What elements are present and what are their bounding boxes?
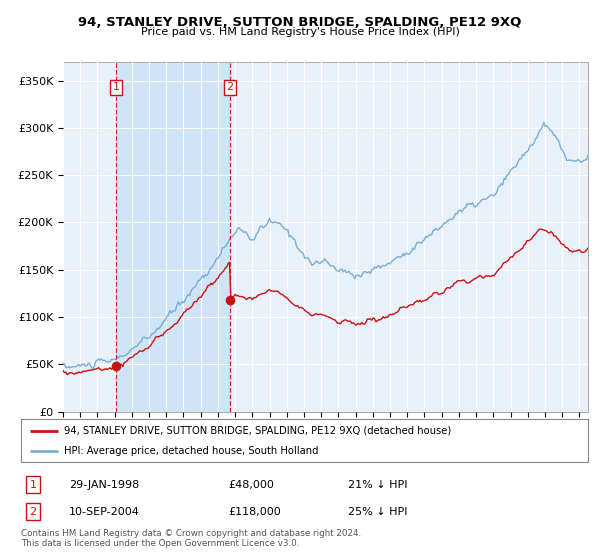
Text: 10-SEP-2004: 10-SEP-2004 xyxy=(69,507,140,516)
Text: Contains HM Land Registry data © Crown copyright and database right 2024.: Contains HM Land Registry data © Crown c… xyxy=(21,529,361,538)
Text: 94, STANLEY DRIVE, SUTTON BRIDGE, SPALDING, PE12 9XQ (detached house): 94, STANLEY DRIVE, SUTTON BRIDGE, SPALDI… xyxy=(64,426,451,436)
Text: This data is licensed under the Open Government Licence v3.0.: This data is licensed under the Open Gov… xyxy=(21,539,299,548)
Text: £48,000: £48,000 xyxy=(228,480,274,489)
Text: HPI: Average price, detached house, South Holland: HPI: Average price, detached house, Sout… xyxy=(64,446,318,455)
Text: 94, STANLEY DRIVE, SUTTON BRIDGE, SPALDING, PE12 9XQ: 94, STANLEY DRIVE, SUTTON BRIDGE, SPALDI… xyxy=(79,16,521,29)
Text: 25% ↓ HPI: 25% ↓ HPI xyxy=(348,507,407,516)
Text: 2: 2 xyxy=(227,82,234,92)
Text: £118,000: £118,000 xyxy=(228,507,281,516)
Bar xyxy=(116,62,230,412)
Text: 1: 1 xyxy=(29,480,37,489)
Text: 29-JAN-1998: 29-JAN-1998 xyxy=(69,480,139,489)
Text: Price paid vs. HM Land Registry's House Price Index (HPI): Price paid vs. HM Land Registry's House … xyxy=(140,27,460,37)
Text: 2: 2 xyxy=(29,507,37,516)
Text: 21% ↓ HPI: 21% ↓ HPI xyxy=(348,480,407,489)
Text: 1: 1 xyxy=(113,82,119,92)
